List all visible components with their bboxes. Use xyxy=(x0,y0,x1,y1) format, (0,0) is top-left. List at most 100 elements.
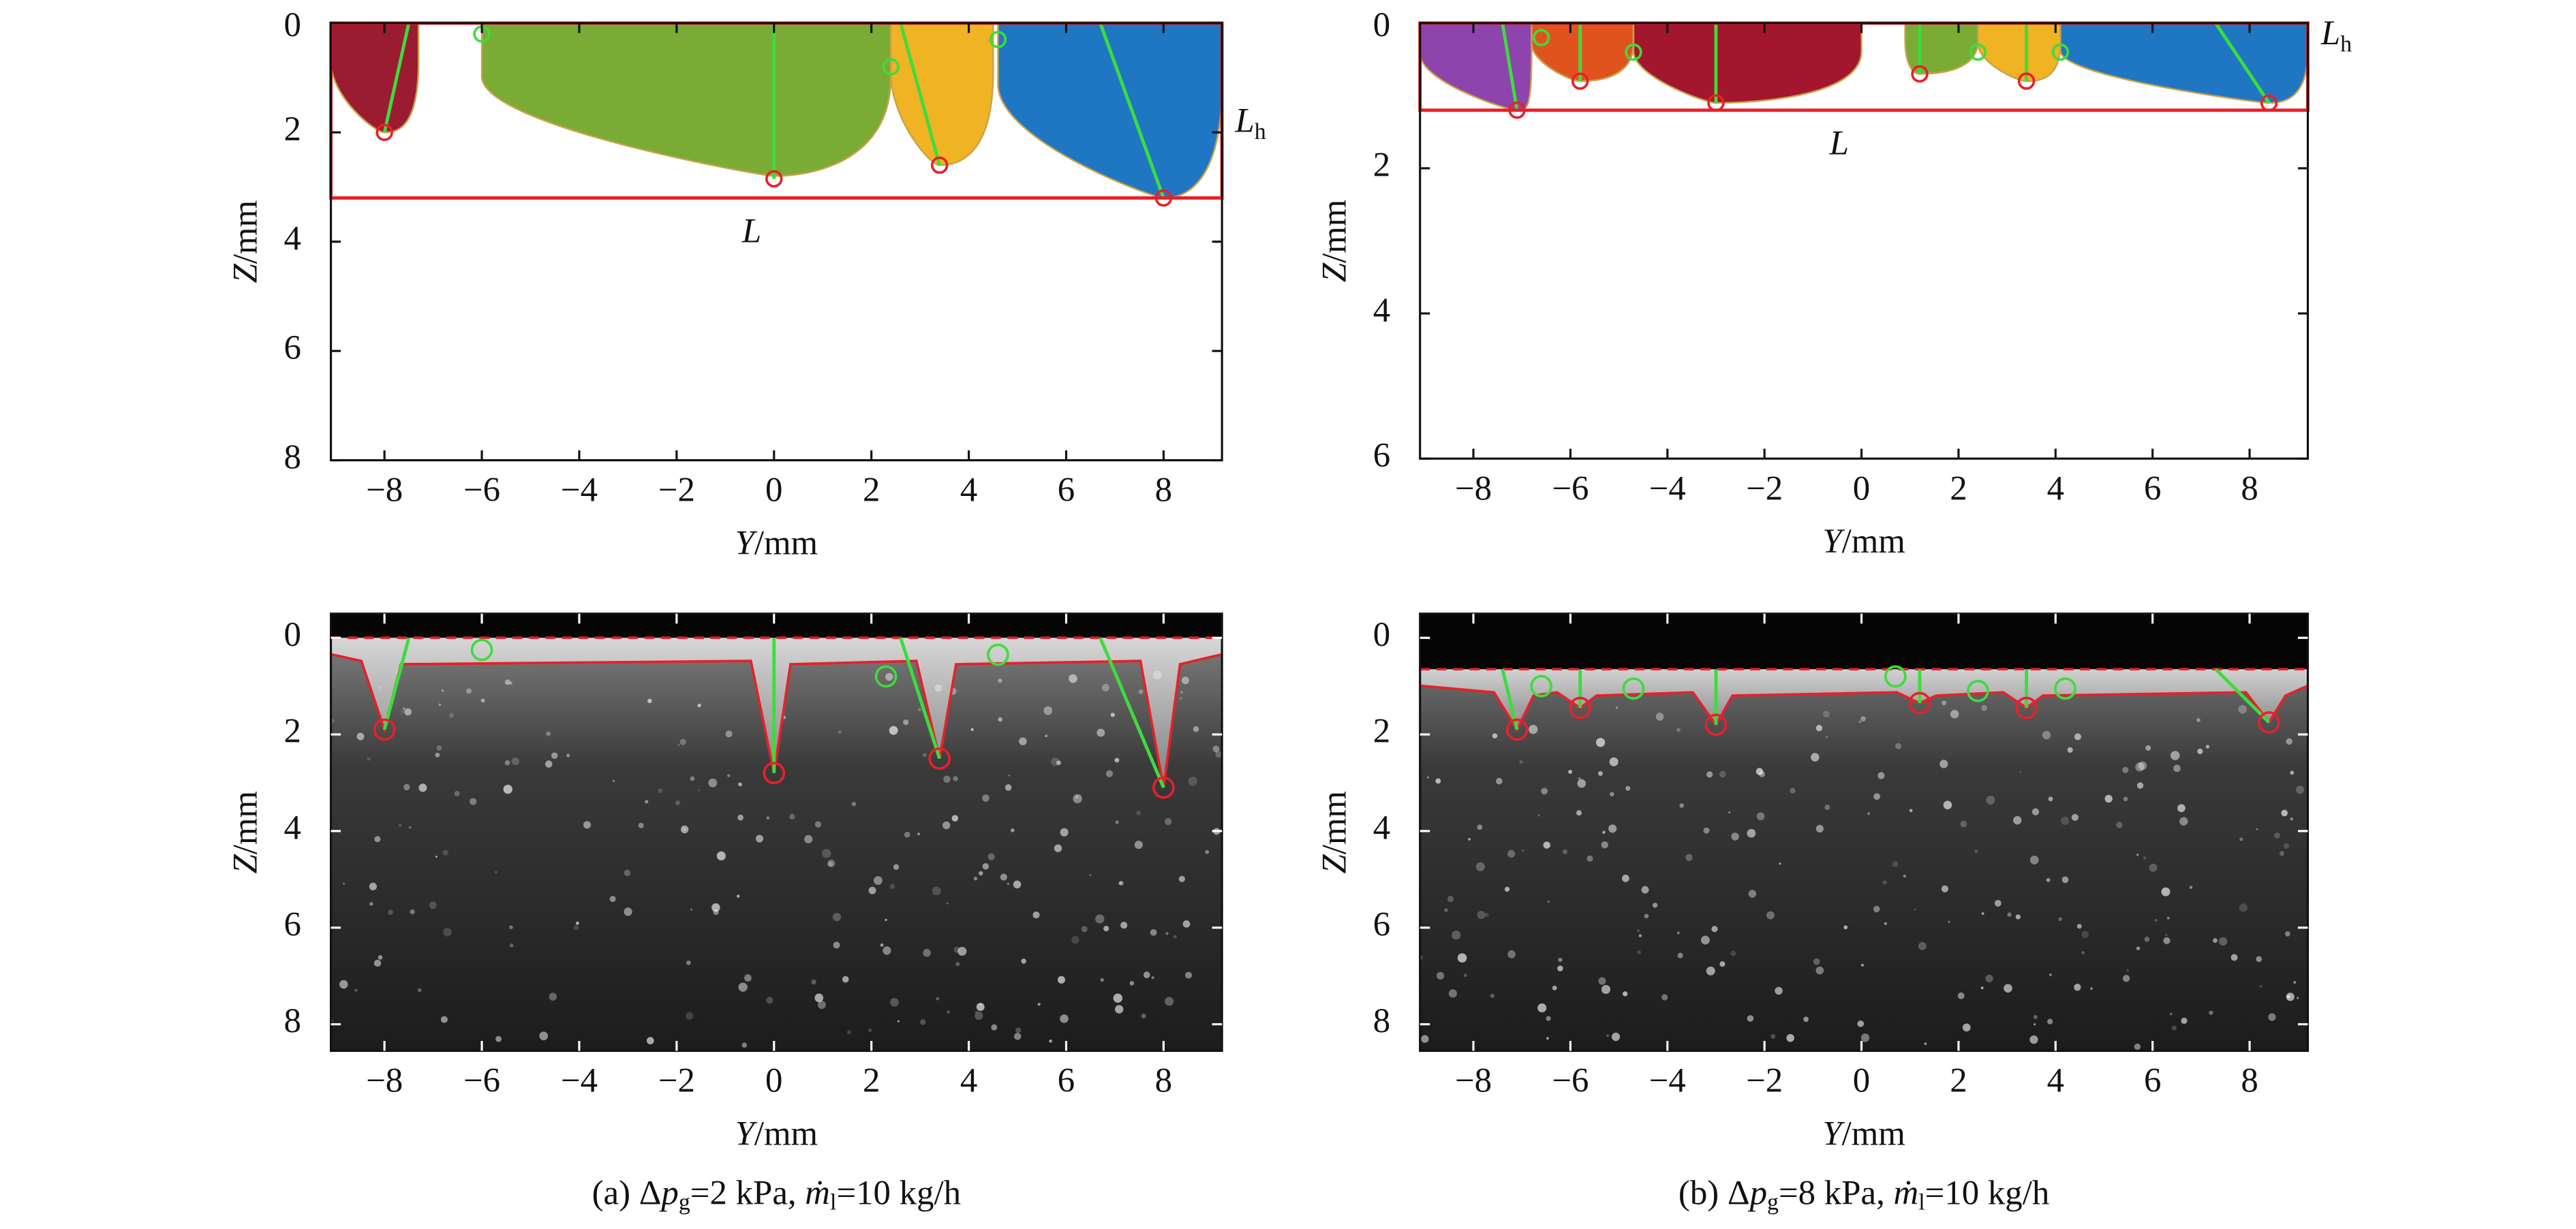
x-tick-label: −4 xyxy=(1649,1061,1686,1100)
droplet-speckle xyxy=(1884,922,1887,925)
droplet-speckle xyxy=(2104,794,2113,803)
droplet-speckle xyxy=(2013,815,2022,825)
droplet-speckle xyxy=(374,836,381,843)
droplet-speckle xyxy=(509,925,513,929)
tip-line xyxy=(2214,668,2271,724)
x-axis-unit: /mm xyxy=(1842,522,1905,560)
droplet-speckle xyxy=(2171,1025,2177,1031)
caption-prefix: (b) Δ xyxy=(1678,1173,1750,1211)
caption-sub: l xyxy=(830,1189,836,1215)
y-tick-label: 0 xyxy=(1373,5,1390,44)
annotation-l: L xyxy=(1829,124,1849,162)
droplet-speckle xyxy=(1606,1034,1609,1038)
droplet-speckle xyxy=(1557,965,1563,971)
droplet-speckle xyxy=(1463,974,1467,978)
droplet-speckle xyxy=(495,1036,502,1042)
droplet-speckle xyxy=(367,757,371,761)
droplet-speckle xyxy=(2138,761,2147,771)
x-axis-symbol: Y xyxy=(735,1114,758,1152)
droplet-speckle xyxy=(2279,851,2284,856)
tip-line xyxy=(382,22,411,133)
droplet-speckle xyxy=(1703,827,1710,834)
droplet-speckle xyxy=(1118,882,1122,885)
droplet-speckle xyxy=(612,779,615,783)
droplet-speckle xyxy=(1644,914,1649,919)
droplet-speckle xyxy=(1115,820,1119,824)
droplet-speckle xyxy=(1895,743,1902,749)
droplet-speckle xyxy=(658,788,663,794)
droplet-speckle xyxy=(1621,874,1629,882)
droplet-speckle xyxy=(804,835,813,843)
droplet-speckle xyxy=(1537,1003,1547,1013)
droplet-speckle xyxy=(889,884,895,890)
droplet-speckle xyxy=(2031,808,2040,815)
caption-var: p xyxy=(659,1173,678,1211)
droplet-speckle xyxy=(1447,895,1454,903)
caption-var: ṁ xyxy=(805,1173,830,1211)
droplet-speckle xyxy=(1141,1013,1146,1018)
droplet-speckle xyxy=(440,1016,448,1023)
droplet-speckle xyxy=(1543,841,1551,849)
x-tick-label: −8 xyxy=(1455,469,1492,507)
droplet-speckle xyxy=(1110,713,1115,717)
tip-point xyxy=(930,156,949,174)
droplet-speckle xyxy=(975,1012,983,1021)
droplet-speckle xyxy=(685,1012,694,1020)
droplet-speckle xyxy=(953,776,958,781)
droplet-speckle xyxy=(2029,1035,2038,1044)
droplet-speckle xyxy=(951,815,959,822)
droplet-speckle xyxy=(1546,1037,1549,1040)
droplet-speckle xyxy=(465,688,472,694)
droplet-speckle xyxy=(846,1030,852,1035)
droplet-speckle xyxy=(814,821,822,828)
droplet-speckle xyxy=(2295,785,2304,794)
x-tick-label: −6 xyxy=(1552,469,1589,507)
caption-sub: l xyxy=(1918,1189,1925,1215)
droplet-speckle xyxy=(539,1031,549,1040)
droplet-speckle xyxy=(429,901,437,909)
x-tick-label: 4 xyxy=(2047,1061,2064,1100)
droplet-speckle xyxy=(1015,1027,1022,1033)
root-point xyxy=(882,58,900,76)
droplet-speckle xyxy=(1568,770,1573,774)
droplet-speckle xyxy=(356,732,365,741)
droplet-speckle xyxy=(789,813,795,820)
droplet-speckle xyxy=(2179,817,2188,826)
droplet-speckle xyxy=(1595,738,1606,747)
droplet-speckle xyxy=(373,959,382,967)
droplet-speckle xyxy=(1089,874,1092,877)
droplet-speckle xyxy=(1181,676,1189,685)
x-tick-label: −4 xyxy=(1649,469,1686,507)
droplet-speckle xyxy=(1860,716,1866,722)
droplet-speckle xyxy=(1541,788,1548,795)
droplet-speckle xyxy=(1477,910,1486,920)
x-tick-label: 2 xyxy=(1950,469,1967,507)
y-tick-label: 6 xyxy=(1373,436,1390,474)
droplet-speckle xyxy=(417,988,422,993)
x-axis-label: Y/mm xyxy=(735,523,818,561)
droplet-speckle xyxy=(1700,935,1710,945)
droplet-speckle xyxy=(991,1024,998,1031)
droplet-speckle xyxy=(1602,830,1606,834)
root-point xyxy=(2051,43,2070,61)
caption-var: p xyxy=(1748,1173,1767,1211)
droplet-speckle xyxy=(1013,880,1022,889)
droplet-speckle xyxy=(1212,745,1220,753)
droplet-speckle xyxy=(1909,809,1913,813)
droplet-speckle xyxy=(2189,886,2193,889)
droplet-speckle xyxy=(2165,933,2168,936)
droplet-speckle xyxy=(504,760,510,766)
droplet-speckle xyxy=(680,825,689,834)
tip-point xyxy=(375,123,393,142)
droplet-speckle xyxy=(2239,903,2248,912)
droplet-speckle xyxy=(2274,832,2280,839)
x-tick-label: −6 xyxy=(463,471,500,509)
droplet-speckle xyxy=(1188,777,1198,786)
droplet-speckle xyxy=(566,753,570,758)
droplet-speckle xyxy=(1586,855,1593,862)
droplet-speckle xyxy=(1507,850,1516,858)
droplet-speckle xyxy=(354,989,358,992)
x-tick-label: 0 xyxy=(1853,469,1870,507)
droplet-speckle xyxy=(646,1037,654,1044)
